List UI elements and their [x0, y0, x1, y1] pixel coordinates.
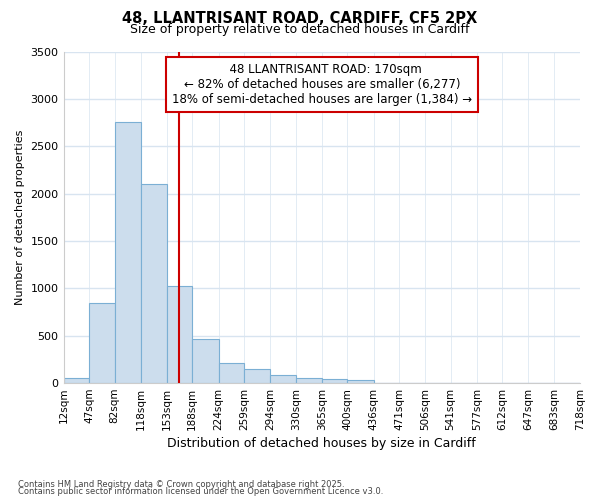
- Bar: [167, 286, 192, 383]
- Text: Size of property relative to detached houses in Cardiff: Size of property relative to detached ho…: [130, 22, 470, 36]
- Bar: [141, 184, 167, 383]
- Text: Contains public sector information licensed under the Open Government Licence v3: Contains public sector information licen…: [18, 488, 383, 496]
- Bar: [115, 122, 141, 383]
- Bar: [347, 380, 374, 383]
- Text: Contains HM Land Registry data © Crown copyright and database right 2025.: Contains HM Land Registry data © Crown c…: [18, 480, 344, 489]
- Y-axis label: Number of detached properties: Number of detached properties: [15, 130, 25, 305]
- Bar: [244, 370, 270, 383]
- Bar: [218, 363, 244, 383]
- Bar: [89, 302, 115, 383]
- Text: 48 LLANTRISANT ROAD: 170sqm
← 82% of detached houses are smaller (6,277)
18% of : 48 LLANTRISANT ROAD: 170sqm ← 82% of det…: [172, 63, 472, 106]
- Text: 48, LLANTRISANT ROAD, CARDIFF, CF5 2PX: 48, LLANTRISANT ROAD, CARDIFF, CF5 2PX: [122, 11, 478, 26]
- X-axis label: Distribution of detached houses by size in Cardiff: Distribution of detached houses by size …: [167, 437, 476, 450]
- Bar: [270, 376, 296, 383]
- Bar: [322, 380, 347, 383]
- Bar: [64, 378, 89, 383]
- Bar: [192, 340, 218, 383]
- Bar: [296, 378, 322, 383]
